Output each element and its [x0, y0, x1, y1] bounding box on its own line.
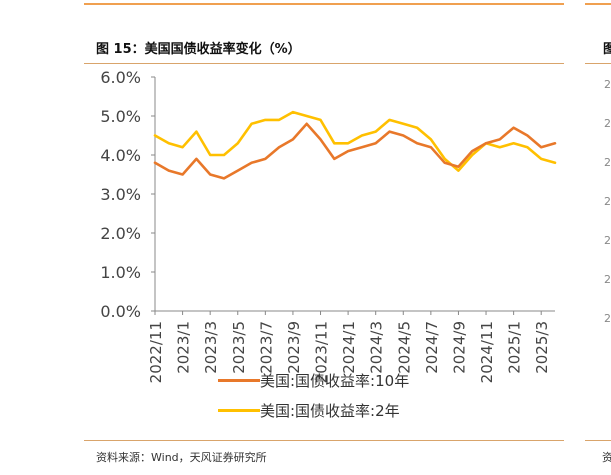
y-tick-label: 4.0% — [100, 146, 141, 165]
x-tick-label: 2024/9 — [450, 321, 468, 374]
next-panel-tick: 2 — [604, 312, 611, 325]
next-panel-title-fragment: 图 — [603, 42, 611, 57]
chart-title: 图 15：美国国债收益率变化（%） — [96, 42, 301, 57]
x-tick-label: 2023/5 — [230, 321, 248, 374]
y-tick-label: 3.0% — [100, 185, 141, 204]
legend-swatch-10y — [218, 378, 260, 382]
header-accent-line-next — [585, 3, 611, 5]
next-panel-tick: 2 — [604, 156, 611, 169]
next-panel-tick: 2 — [604, 195, 611, 208]
next-panel-tick: 2 — [604, 117, 611, 130]
footer-divider-next — [585, 440, 611, 441]
legend-swatch-2y — [218, 408, 260, 412]
legend: 美国:国债收益率:10年 美国:国债收益率:2年 — [218, 365, 409, 425]
x-tick-label: 2025/3 — [533, 321, 551, 374]
x-tick-label: 2023/11 — [313, 321, 331, 383]
x-tick-label: 2025/1 — [506, 321, 524, 374]
y-tick-label: 5.0% — [100, 107, 141, 126]
x-tick-label: 2022/11 — [147, 321, 165, 383]
y-tick-label: 6.0% — [100, 68, 141, 87]
title-divider — [84, 63, 564, 64]
next-panel-tick: 2 — [604, 78, 611, 91]
x-tick-label: 2023/9 — [285, 321, 303, 374]
y-tick-label: 0.0% — [100, 302, 141, 321]
x-tick-label: 2024/5 — [395, 321, 413, 374]
x-tick-label: 2023/7 — [257, 321, 275, 374]
header-accent-line — [84, 3, 564, 5]
x-tick-label: 2023/1 — [175, 321, 193, 374]
series-line-10y — [153, 122, 557, 180]
next-panel-tick: 2 — [604, 273, 611, 286]
legend-item-10y: 美国:国债收益率:10年 — [218, 365, 409, 395]
x-tick-label: 2024/1 — [340, 321, 358, 374]
x-tick-label: 2024/11 — [478, 321, 496, 383]
y-tick-label: 2.0% — [100, 224, 141, 243]
legend-label-10y: 美国:国债收益率:10年 — [260, 371, 410, 390]
source-note: 资料来源：Wind，天风证券研究所 — [96, 451, 267, 464]
footer-divider — [84, 440, 564, 441]
title-divider-next — [585, 63, 611, 64]
x-tick-label: 2023/3 — [202, 321, 220, 374]
next-panel-tick: 2 — [604, 234, 611, 247]
x-tick-label: 2024/3 — [368, 321, 386, 374]
legend-label-2y: 美国:国债收益率:2年 — [260, 401, 400, 420]
y-tick-label: 1.0% — [100, 263, 141, 282]
legend-item-2y: 美国:国债收益率:2年 — [218, 395, 409, 425]
x-tick-label: 2024/7 — [423, 321, 441, 374]
next-panel-source-fragment: 资 — [602, 451, 611, 464]
